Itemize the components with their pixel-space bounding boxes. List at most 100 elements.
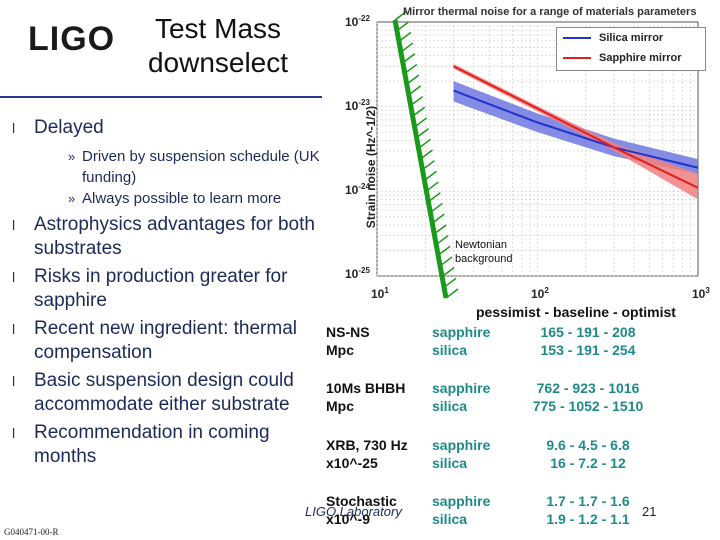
y-axis-label-text: Strain noise (Hz^-1/2) xyxy=(364,105,378,229)
bullet-item: l Risks in production greater for sapphi… xyxy=(10,265,325,313)
source-line: Stochastic xyxy=(326,493,397,509)
sub-bullet-text: Always possible to learn more xyxy=(82,190,282,207)
footer-lab-name: LIGO Laboratory xyxy=(305,504,402,519)
newtonian-hatch xyxy=(394,10,408,21)
newtonian-hatch xyxy=(410,95,424,107)
source-line: 10Ms BHBH xyxy=(326,380,406,396)
x-tick-label: 103 xyxy=(692,286,710,301)
newtonian-hatch xyxy=(406,74,420,85)
bullet-glyph: l xyxy=(12,217,16,233)
newtonian-hatch xyxy=(398,31,412,42)
source-line: XRB, 730 Hz xyxy=(326,437,408,453)
material-cell: sapphire silica xyxy=(432,436,490,472)
document-id: G040471-00-R xyxy=(4,527,59,537)
newtonian-hatch xyxy=(437,245,451,256)
slide-title: Test Mass downselect xyxy=(128,12,308,80)
material-line: sapphire xyxy=(432,437,491,453)
value-cell: 165 - 191 - 208 153 - 191 - 254 xyxy=(522,323,654,359)
newtonian-hatch xyxy=(414,117,428,128)
bullet-item: l Delayed xyxy=(10,116,325,140)
value-cell: 1.7 - 1.7 - 1.6 1.9 - 1.2 - 1.1 xyxy=(522,492,654,528)
newtonian-hatch xyxy=(433,224,447,235)
value-cell: 762 - 923 - 1016 775 - 1052 - 1510 xyxy=(522,379,654,415)
bullet-item: l Basic suspension design could accommod… xyxy=(10,369,325,417)
bullet-glyph: l xyxy=(12,269,16,285)
x-tick-label: 101 xyxy=(371,286,389,301)
sub-bullet-text: Driven by suspension schedule (UK fundin… xyxy=(82,148,320,186)
table-row: 10Ms BHBH Mpc sapphire silica 762 - 923 - … xyxy=(326,379,720,419)
newtonian-hatch xyxy=(408,85,422,96)
bullet-item: l Astrophysics advantages for both subst… xyxy=(10,213,325,261)
material-cell: sapphire silica xyxy=(432,379,490,415)
title-line-2: downselect xyxy=(147,47,289,78)
value-line: 1.9 - 1.2 - 1.1 xyxy=(546,511,630,527)
source-line: Mpc xyxy=(326,398,354,414)
material-cell: sapphire silica xyxy=(432,492,490,528)
newtonian-hatch xyxy=(402,53,416,64)
chart-legend: Silica mirror Sapphire mirror xyxy=(556,27,706,71)
source-cell: Stochastic x10^-9 xyxy=(326,492,397,528)
bullet-glyph: l xyxy=(12,120,16,136)
annotation-line: background xyxy=(455,253,513,265)
series-line-0 xyxy=(453,89,699,169)
legend-item-silica: Silica mirror xyxy=(557,28,705,48)
legend-swatch xyxy=(563,37,591,39)
x-tick-label: 102 xyxy=(531,286,549,301)
value-line: 9.6 - 4.5 - 6.8 xyxy=(546,437,630,453)
legend-label: Sapphire mirror xyxy=(599,52,682,64)
bullet-list: l Delayed » Driven by suspension schedul… xyxy=(10,112,325,469)
chart-title: Mirror thermal noise for a range of mate… xyxy=(403,6,697,18)
legend-swatch xyxy=(563,57,591,59)
material-line: silica xyxy=(432,511,468,527)
newtonian-hatch xyxy=(425,181,439,192)
table-row: Stochastic x10^-9 sapphire silica 1.7 - 1.… xyxy=(326,492,720,532)
value-cell: 9.6 - 4.5 - 6.8 16 - 7.2 - 12 xyxy=(522,436,654,472)
value-line: 775 - 1052 - 1510 xyxy=(532,398,644,414)
bullet-text: Basic suspension design could accommodat… xyxy=(34,370,294,415)
value-line: 762 - 923 - 1016 xyxy=(536,380,640,396)
bullet-glyph: l xyxy=(12,321,16,337)
newtonian-hatch xyxy=(412,106,426,117)
y-tick-label: 10-24 xyxy=(345,182,370,197)
bullet-glyph: l xyxy=(12,425,16,441)
source-line: x10^-25 xyxy=(326,455,378,471)
newtonian-hatch xyxy=(404,63,418,75)
annotation-line: Newtonian xyxy=(455,239,507,251)
sub-bullet-glyph: » xyxy=(68,149,76,164)
sub-bullet-item: » Always possible to learn more xyxy=(68,188,325,209)
newtonian-hatch xyxy=(396,21,410,32)
newtonian-hatch xyxy=(445,288,459,299)
bullet-item: l Recent new ingredient: thermal compens… xyxy=(10,317,325,365)
source-line: Mpc xyxy=(326,342,354,358)
newtonian-hatch xyxy=(418,138,431,149)
newtonian-hatch xyxy=(439,256,453,267)
sub-bullet-glyph: » xyxy=(68,191,76,206)
material-line: silica xyxy=(432,455,468,471)
bullet-text: Recommendation in coming months xyxy=(34,422,270,467)
ligo-logo: LIGO xyxy=(28,20,116,58)
bullet-text: Delayed xyxy=(34,117,104,138)
legend-label: Silica mirror xyxy=(599,32,664,44)
table-row: NS-NS Mpc sapphire silica 165 - 191 - 208 1… xyxy=(326,323,720,363)
newtonian-hatch xyxy=(400,42,414,53)
value-line: 165 - 191 - 208 xyxy=(540,324,636,340)
page-number: 21 xyxy=(642,504,657,519)
source-line: NS-NS xyxy=(326,324,370,340)
y-tick-label: 10-22 xyxy=(345,14,370,29)
y-tick-label: 10-23 xyxy=(345,98,370,113)
newtonian-hatch xyxy=(422,160,435,171)
newtonian-hatch xyxy=(420,149,433,160)
value-line: 16 - 7.2 - 12 xyxy=(550,455,626,471)
material-line: silica xyxy=(432,398,468,414)
material-cell: sapphire silica xyxy=(432,323,490,359)
newtonian-hatch xyxy=(441,267,455,278)
source-cell: XRB, 730 Hz x10^-25 xyxy=(326,436,408,472)
newtonian-hatch xyxy=(427,192,441,203)
source-cell: NS-NS Mpc xyxy=(326,323,370,359)
material-line: sapphire xyxy=(432,493,491,509)
material-line: sapphire xyxy=(432,380,491,396)
y-tick-label: 10-25 xyxy=(345,266,370,281)
table-row: XRB, 730 Hz x10^-25 sapphire silica 9.6 - … xyxy=(326,436,720,476)
newtonian-hatch xyxy=(443,277,457,288)
source-cell: 10Ms BHBH Mpc xyxy=(326,379,405,415)
